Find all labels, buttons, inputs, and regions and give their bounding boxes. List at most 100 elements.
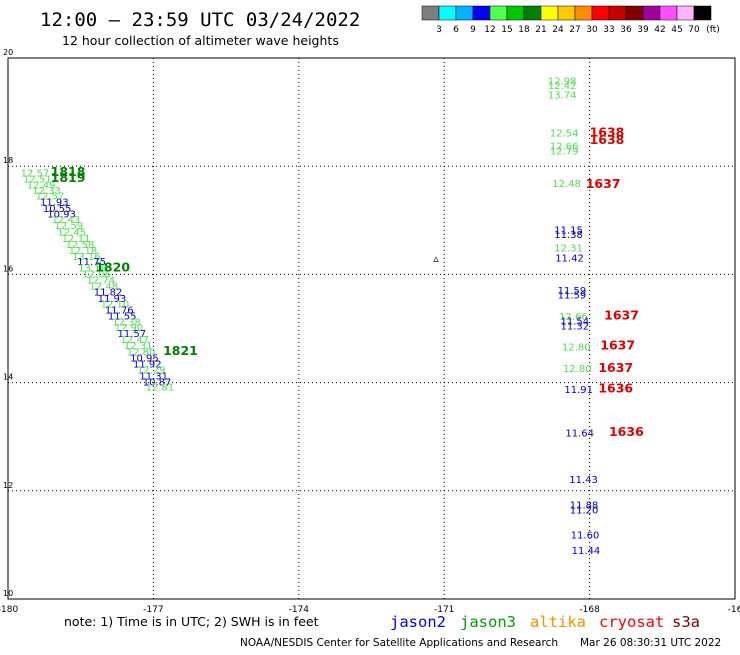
colorbar-label: 45 <box>671 25 682 35</box>
colorbar-swatch <box>625 5 644 21</box>
colorbar-label: 18 <box>518 25 530 35</box>
y-tick-label: 12 <box>3 481 13 490</box>
colorbar-label: 27 <box>569 25 580 35</box>
x-tick-label: -168 <box>579 605 600 615</box>
pass-time-label: 1636 <box>598 380 633 395</box>
swh-value-label: 11.42 <box>555 253 584 264</box>
colorbar-swatch <box>574 5 593 21</box>
colorbar-label: 70 <box>688 25 700 35</box>
swh-value-label: 12.10 <box>101 299 130 310</box>
swh-value-label: 12.90 <box>115 323 144 334</box>
swh-value-label: 12.47 <box>120 335 149 346</box>
swh-value-label: 10.55 <box>43 204 72 215</box>
colorbar-swatch <box>421 5 440 21</box>
swh-value-label: 11.15 <box>554 225 583 236</box>
color-scale: 3 6 9 12 15 18 21 24 27 30 33 36 39 42 45 70 (ft) <box>421 5 720 35</box>
chart-title: 12:00 – 23:59 UTC 03/24/2022 <box>40 9 360 31</box>
swh-value-label: 11.59 <box>558 291 587 302</box>
colorbar-label: 6 <box>453 25 459 35</box>
swh-value-label: 12.18 <box>69 246 98 257</box>
colorbar-swatch <box>438 5 457 21</box>
colorbar-swatch <box>557 5 576 21</box>
pass-time-label: 1637 <box>586 176 621 191</box>
swh-value-label: 12.38 <box>112 317 141 328</box>
swh-value-label: 11.75 <box>77 257 106 268</box>
pass-time-label: 1819 <box>51 170 86 185</box>
swh-value-label: 11.32 <box>561 322 590 333</box>
colorbar-swatch <box>693 5 712 21</box>
swh-value-label: 11.93 <box>40 198 69 209</box>
swh-value-label: 12.06 <box>82 270 111 281</box>
swh-value-label: 11.55 <box>108 311 137 322</box>
swh-value-label: 12.48 <box>89 282 118 293</box>
swh-value-label: 12.66 <box>559 312 588 323</box>
pass-time-label: 1821 <box>163 343 198 358</box>
footer-note: note: 1) Time is in UTC; 2) SWH is in fe… <box>64 614 319 629</box>
swh-value-label: 12.59 <box>55 221 84 232</box>
plot-frame <box>7 57 736 600</box>
swh-value-label: 12.31 <box>124 341 153 352</box>
swh-value-label: 13.16 <box>78 264 107 275</box>
y-tick-label: 10 <box>3 589 13 598</box>
colorbar-label: 36 <box>620 25 632 35</box>
pass-time-label: 1637 <box>604 307 639 322</box>
colorbar-unit: (ft) <box>706 25 720 35</box>
colorbar-swatch <box>659 5 678 21</box>
colorbar-swatch <box>523 5 542 21</box>
swh-value-label: 12.80 <box>562 343 591 354</box>
footer-credit: NOAA/NESDIS Center for Satellite Applica… <box>240 637 558 649</box>
colorbar-label: 33 <box>603 25 614 35</box>
colorbar-label: 21 <box>535 25 546 35</box>
y-tick-label: 16 <box>3 264 13 273</box>
colorbar-swatch <box>608 5 627 21</box>
swh-value-label: 12.29 <box>137 365 166 376</box>
colorbar-label: 3 <box>436 25 442 35</box>
pass-time-label: 1637 <box>598 360 633 375</box>
colorbar-label: 24 <box>552 25 564 35</box>
swh-value-label: 12.74 <box>87 276 116 287</box>
swh-value-label: 11.60 <box>571 530 600 541</box>
y-axis-ticks: 10 12 14 16 18 20 <box>3 48 13 598</box>
swh-value-label: 11.88 <box>570 501 599 512</box>
colorbar-swatch <box>642 5 661 21</box>
colorbar-label: 39 <box>637 25 649 35</box>
swh-value-label: 11.44 <box>572 546 601 557</box>
x-tick-label: -171 <box>434 605 454 615</box>
swh-value-label: 11.92 <box>133 359 162 370</box>
pass-time-label: 1638 <box>590 132 625 147</box>
swh-value-label: 13.74 <box>548 91 577 102</box>
colorbar-swatch <box>676 5 695 21</box>
pass-time-label: 1820 <box>95 260 130 275</box>
colorbar-swatch <box>489 5 508 21</box>
swh-value-label: 11.43 <box>569 475 598 486</box>
x-tick-label: -177 <box>143 605 163 615</box>
x-tick-label: -174 <box>289 605 310 615</box>
x-axis-ticks: -180 -177 -174 -171 -168 -16 <box>0 605 740 615</box>
swh-value-label: 12.66 <box>550 141 579 152</box>
data-points: 12.5712.5112.4912.3312.5711.9310.5510.93… <box>21 77 601 558</box>
colorbar-swatch <box>472 5 491 21</box>
y-tick-label: 20 <box>3 48 13 57</box>
swh-value-label: 12.54 <box>550 128 579 139</box>
island-marker: ▵ <box>433 252 439 265</box>
chart-subtitle: 12 hour collection of altimeter wave hei… <box>62 33 339 48</box>
swh-value-label: 11.57 <box>118 329 147 340</box>
legend-jason3: jason3 <box>460 613 516 631</box>
swh-value-label: 12.49 <box>27 180 56 191</box>
legend-altika: altika <box>530 613 586 631</box>
legend-jason2: jason2 <box>390 613 446 631</box>
swh-value-label: 12.43 <box>52 215 81 226</box>
swh-value-label: 12.79 <box>550 146 579 157</box>
swh-value-label: 11.93 <box>98 294 127 305</box>
swh-value-label: 12.57 <box>21 168 50 179</box>
pass-time-label: 1637 <box>600 338 635 353</box>
swh-value-label: 12.58 <box>66 240 95 251</box>
legend-s3a: s3a <box>672 613 700 631</box>
swh-value-label: 10.95 <box>130 354 159 365</box>
swh-value-label: 11.38 <box>554 230 583 241</box>
y-tick-label: 14 <box>3 373 13 382</box>
swh-value-label: 12.31 <box>554 244 583 255</box>
